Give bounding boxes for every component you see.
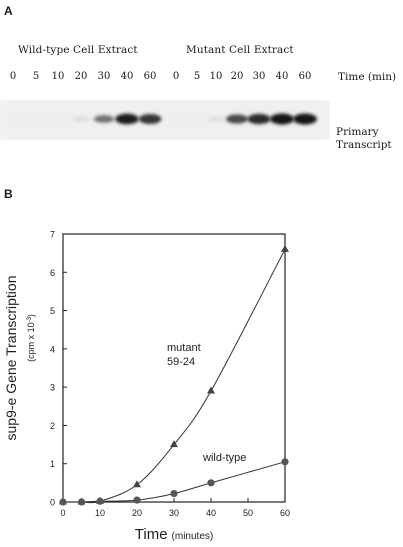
x-tick-label-3: 30 [169, 508, 179, 518]
panel-b-letter: B [4, 187, 13, 201]
mutant-point-5 [170, 440, 178, 448]
lane-label-wild-1: 0 [9, 71, 17, 82]
y-tick-label-5: 5 [50, 306, 55, 316]
wild-type-series-label: wild-type [202, 452, 246, 464]
lane-label-mut-1: 0 [172, 71, 180, 82]
x-axis-title: Time (minutes) [135, 526, 213, 543]
x-tick-label-4: 40 [206, 508, 216, 518]
lane-label-wild-7: 60 [143, 71, 157, 82]
lane-label-wild-6: 40 [120, 71, 134, 82]
mutant-point-4 [133, 480, 141, 488]
y-tick-label-6: 6 [50, 268, 55, 278]
wild-type-point-1 [59, 498, 67, 506]
y-tick-label-3: 3 [50, 383, 55, 393]
x-tick-label-0: 0 [60, 508, 65, 518]
x-tick-label-5: 50 [243, 508, 253, 518]
band-mutant-4 [226, 114, 248, 124]
lane-label-mut-3: 10 [209, 71, 223, 82]
primary-transcript-line2: Transcript [336, 139, 392, 151]
x-tick-label-1: 10 [95, 508, 105, 518]
lane-label-mut-5: 30 [252, 71, 266, 82]
mutant-series-label: mutant 59-24 [167, 342, 201, 368]
y-tick-label-0: 0 [50, 498, 55, 508]
wild-type-point-6 [207, 479, 215, 487]
y-tick-label-4: 4 [50, 344, 55, 354]
lane-label-mut-7: 60 [298, 71, 312, 82]
primary-transcript-line1: Primary [336, 126, 379, 138]
primary-transcript-label: Primary Transcript [336, 126, 392, 152]
y-axis-unit: (cpm x 10-3) [26, 314, 36, 362]
mutant-extract-label: Mutant Cell Extract [186, 44, 294, 56]
lane-label-wild-4: 20 [74, 71, 88, 82]
mutant-point-6 [207, 386, 215, 394]
y-tick-label-7: 7 [50, 230, 55, 240]
plot-frame [62, 233, 286, 503]
band-mutant-5 [247, 113, 271, 125]
lane-label-wild-3: 10 [51, 71, 65, 82]
x-tick-label-6: 60 [280, 508, 290, 518]
lane-label-mut-2: 5 [193, 71, 201, 82]
lane-label-wild-5: 30 [97, 71, 111, 82]
wild-type-point-3 [96, 497, 104, 505]
y-tick-label-1: 1 [50, 459, 55, 469]
y-axis-title: sup9-e Gene Transcription [3, 276, 19, 441]
panel-a-letter: A [4, 4, 13, 18]
wild-type-point-2 [77, 498, 86, 506]
wild-type-point-7 [281, 458, 289, 466]
y-tick-label-2: 2 [50, 421, 55, 431]
wild-type-point-5 [170, 489, 178, 498]
wild-type-point-4 [133, 496, 141, 504]
lane-label-mut-4: 20 [230, 71, 244, 82]
band-wild-6 [115, 113, 139, 125]
wild-type-extract-label: Wild-type Cell Extract [18, 44, 138, 56]
gel-image [0, 100, 330, 140]
band-mutant-7 [293, 113, 317, 125]
band-mutant-3 [207, 116, 225, 122]
mutant-line [62, 249, 286, 504]
lane-label-wild-2: 5 [32, 71, 40, 82]
transcription-chart: 0 1 2 3 4 5 6 7 0 10 20 30 40 50 60 Time (minutes) sup9-… [3, 230, 290, 544]
x-tick-label-2: 20 [132, 508, 142, 518]
mutant-point-7 [281, 244, 289, 252]
band-mutant-6 [270, 113, 294, 125]
lane-label-mut-6: 40 [275, 71, 289, 82]
time-unit-label: Time (min) [338, 71, 397, 83]
band-wild-4 [72, 116, 90, 122]
band-wild-5 [93, 115, 115, 123]
band-wild-7 [138, 114, 162, 124]
